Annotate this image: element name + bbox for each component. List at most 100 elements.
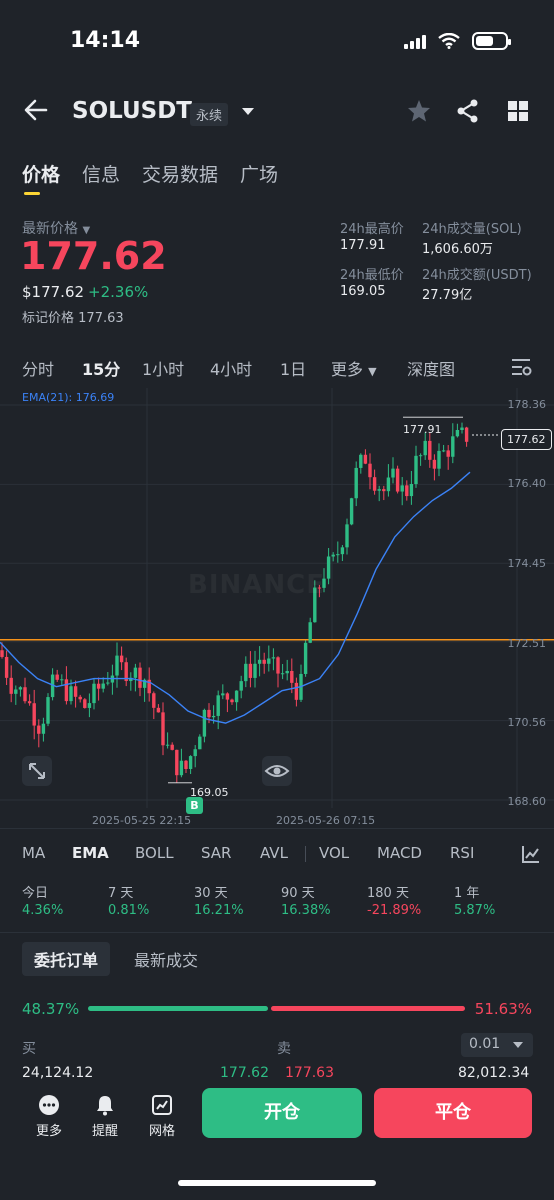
candle-body	[32, 703, 36, 726]
grid-trading-button[interactable]: 网格	[142, 1094, 182, 1139]
binance-watermark: BINANCE	[188, 570, 325, 600]
candle-body	[23, 687, 27, 702]
indicator-rsi[interactable]: RSI	[450, 844, 475, 862]
tf-line[interactable]: 分时	[22, 360, 55, 379]
open-position-button[interactable]: 开仓	[202, 1088, 362, 1138]
tf-1d[interactable]: 1日	[280, 360, 307, 379]
candle-body	[87, 703, 92, 708]
candle-body	[64, 679, 69, 702]
vol-usdt-label: 24h成交额(USDT)	[422, 268, 532, 283]
candle-body	[216, 695, 220, 716]
candle-body	[106, 682, 110, 684]
alert-label: 提醒	[91, 1124, 118, 1139]
visibility-button[interactable]	[262, 756, 292, 786]
candle-body	[437, 450, 441, 469]
candle-body	[60, 679, 64, 681]
indicator-settings-icon[interactable]	[521, 844, 541, 864]
candle-body	[455, 429, 460, 437]
precision-select[interactable]: 0.01	[461, 1033, 533, 1057]
buy-price[interactable]: 177.62	[220, 1065, 269, 1081]
back-arrow-icon[interactable]	[22, 96, 50, 124]
perf-label: 90 天	[281, 886, 315, 901]
alert-button[interactable]: 提醒	[85, 1094, 125, 1139]
y-tick-label: 170.56	[507, 716, 547, 729]
status-time: 14:14	[70, 28, 141, 53]
tab-price[interactable]: 价格	[22, 164, 61, 186]
indicator-avl[interactable]: AVL	[260, 844, 288, 862]
tab-trading-data[interactable]: 交易数据	[142, 164, 219, 186]
divider	[0, 828, 554, 829]
candle-body	[331, 554, 335, 557]
indicator-boll[interactable]: BOLL	[135, 844, 174, 862]
candle-body	[409, 484, 414, 497]
indicator-ema[interactable]: EMA	[72, 844, 109, 862]
candle-body	[179, 760, 184, 776]
indicator-ma[interactable]: MA	[22, 844, 46, 862]
battery-icon	[472, 32, 511, 50]
candle-body	[230, 699, 234, 703]
candle-body	[280, 673, 285, 675]
y-tick-label: 172.51	[507, 637, 547, 650]
candle-body	[276, 657, 280, 674]
candle-body	[4, 656, 9, 678]
tf-15m[interactable]: 15分	[82, 360, 121, 379]
price-change: +2.36%	[88, 283, 149, 301]
y-tick-label: 178.36	[507, 398, 547, 411]
candle-body	[142, 679, 147, 688]
low-marker-label: 169.05	[190, 786, 229, 799]
fullscreen-button[interactable]	[22, 756, 52, 786]
tf-more[interactable]: 更多 ▼	[331, 360, 377, 379]
indicator-macd[interactable]: MACD	[377, 844, 422, 862]
more-button[interactable]: 更多	[29, 1094, 69, 1139]
symbol-title[interactable]: SOLUSDT	[72, 98, 192, 124]
star-icon[interactable]	[406, 98, 432, 124]
close-position-button[interactable]: 平仓	[374, 1088, 532, 1138]
perpetual-badge: 永续	[190, 103, 229, 126]
chart-settings-icon[interactable]	[510, 357, 532, 377]
perf-value: -21.89%	[367, 903, 422, 918]
candle-body	[446, 450, 450, 457]
candle-body	[257, 659, 262, 664]
low-24h-label: 24h最低价	[340, 268, 404, 283]
tab-order-book[interactable]: 委托订单	[22, 942, 111, 976]
vol-usdt-value: 27.79亿	[422, 288, 473, 303]
candle-body	[386, 477, 391, 492]
mark-price: 标记价格 177.63	[22, 311, 124, 326]
candle-body	[418, 455, 423, 457]
candle-body	[363, 454, 368, 464]
x-axis-label: 2025-05-26 07:15	[276, 814, 376, 827]
candle-body	[198, 736, 202, 750]
candle-body	[253, 663, 257, 678]
candle-body	[207, 709, 211, 718]
tf-depth[interactable]: 深度图	[407, 360, 456, 379]
candle-body	[377, 489, 381, 491]
share-icon[interactable]	[455, 98, 481, 124]
candle-body	[211, 715, 216, 718]
tf-1h[interactable]: 1小时	[142, 360, 185, 379]
tf-4h[interactable]: 4小时	[210, 360, 253, 379]
layout-grid-icon[interactable]	[505, 98, 531, 124]
wifi-icon	[438, 33, 460, 49]
latest-price-label[interactable]: 最新价格 ▼	[22, 221, 91, 237]
candle-body	[432, 459, 437, 469]
candle-body	[294, 682, 299, 700]
tab-square[interactable]: 广场	[240, 164, 279, 186]
candlestick-chart[interactable]	[0, 388, 554, 828]
buy-marker-badge[interactable]: B	[186, 797, 203, 814]
tab-info[interactable]: 信息	[82, 164, 121, 186]
buy-quantity: 24,124.12	[22, 1065, 94, 1081]
indicator-sar[interactable]: SAR	[201, 844, 232, 862]
y-tick-label: 168.60	[507, 795, 547, 808]
candle-body	[441, 450, 446, 452]
symbol-dropdown-icon[interactable]	[242, 108, 254, 115]
candle-body	[161, 712, 165, 746]
signal-icon	[404, 33, 426, 49]
candle-body	[124, 662, 128, 682]
indicator-vol[interactable]: VOL	[319, 844, 350, 862]
tab-latest-trades[interactable]: 最新成交	[134, 951, 199, 970]
sell-price[interactable]: 177.63	[285, 1065, 334, 1081]
candle-body	[248, 663, 253, 678]
candle-body	[147, 679, 151, 694]
perf-label: 180 天	[367, 886, 409, 901]
candle-body	[262, 659, 266, 664]
